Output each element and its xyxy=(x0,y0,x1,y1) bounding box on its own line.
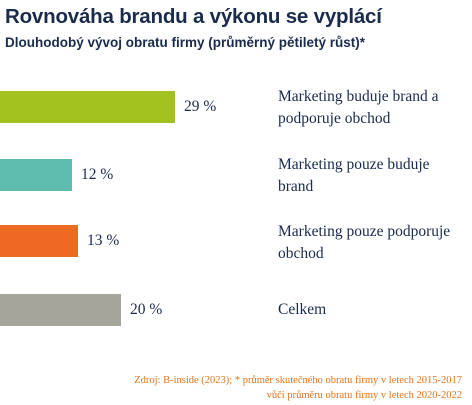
bar-value-label: 29 % xyxy=(184,98,217,115)
source-footnote: Zdroj: B-inside (2023); * průměr skutečn… xyxy=(22,373,462,403)
category-label: Marketing pouze buduje brand xyxy=(278,156,430,195)
bar-value-label: 12 % xyxy=(81,166,114,183)
footnote-line-2: vůči průměru obratu firmy v letech 2020-… xyxy=(266,390,462,401)
bar xyxy=(0,294,121,326)
bar-value-label: 13 % xyxy=(87,232,120,249)
chart-subtitle: Dlouhodobý vývoj obratu firmy (průměrný … xyxy=(5,35,366,50)
footnote-line-1: Zdroj: B-inside (2023); * průměr skutečn… xyxy=(134,375,462,386)
bar xyxy=(0,159,72,191)
category-label: Marketing buduje brand a podporuje obcho… xyxy=(278,88,439,127)
bar-value-label: 20 % xyxy=(130,301,163,318)
bar xyxy=(0,225,78,257)
category-label: Celkem xyxy=(278,301,327,318)
category-label: Marketing pouze podporuje obchod xyxy=(278,223,451,262)
bar xyxy=(0,91,175,123)
chart-title: Rovnováha brandu a výkonu se vyplácí xyxy=(5,5,382,28)
